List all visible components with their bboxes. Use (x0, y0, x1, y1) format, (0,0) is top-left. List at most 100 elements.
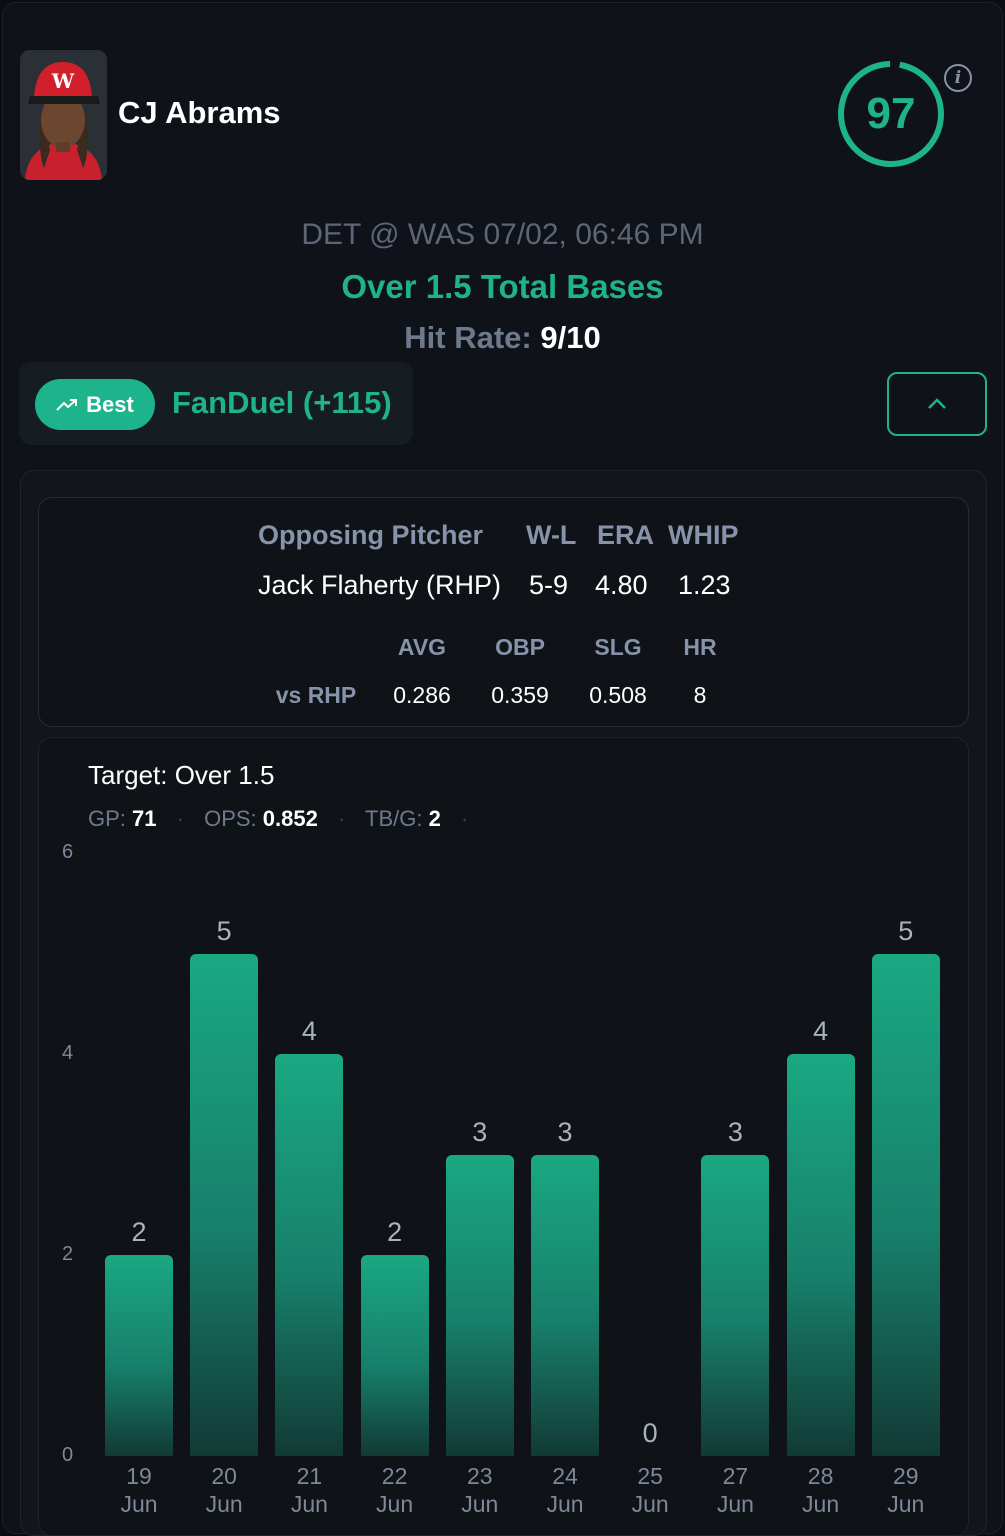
hit-rate-label: Hit Rate: (404, 320, 532, 355)
x-tick-label: 19 Jun (94, 1462, 184, 1518)
tbg-value: 2 (428, 806, 441, 831)
player-name: CJ Abrams (118, 95, 281, 130)
x-tick-month: Jun (802, 1491, 840, 1517)
bar-value-label: 3 (472, 1116, 488, 1147)
x-tick-day: 29 (893, 1463, 919, 1489)
pitcher-header-wl: W-L (526, 520, 577, 550)
split-header-hr: HR (683, 634, 717, 660)
x-tick-day: 20 (211, 1463, 237, 1489)
bar-value-label: 5 (216, 915, 232, 946)
collapse-button[interactable] (887, 372, 987, 436)
split-header-slg: SLG (594, 634, 642, 660)
bar[interactable] (190, 953, 259, 1456)
bar[interactable] (531, 1154, 599, 1456)
x-tick-month: Jun (461, 1491, 499, 1517)
y-tick-label: 4 (62, 1042, 74, 1064)
gp-value: 71 (132, 806, 157, 831)
x-tick-month: Jun (631, 1491, 669, 1517)
bar[interactable] (275, 1054, 344, 1456)
y-tick-label: 6 (62, 841, 74, 863)
x-tick-day: 24 (552, 1463, 578, 1489)
ops-label: OPS: (204, 806, 257, 831)
split-header-avg: AVG (397, 634, 447, 660)
x-tick-label: 21 Jun (264, 1462, 354, 1518)
pitcher-wl: 5-9 (529, 570, 569, 600)
x-tick-day: 21 (296, 1463, 323, 1489)
bar-value-label: 5 (898, 915, 914, 946)
svg-text:W: W (51, 69, 75, 93)
bar-value-label: 0 (642, 1418, 658, 1448)
bar-value-label: 4 (301, 1016, 317, 1046)
bar-value-label: 2 (387, 1217, 403, 1247)
game-matchup: DET @ WAS 07/02, 06:46 PM (301, 218, 704, 251)
x-tick-label: 24 Jun (520, 1462, 610, 1518)
pitcher-header-whip: WHIP (668, 520, 739, 550)
pitcher-matchup-box (38, 497, 969, 727)
pitcher-header-name: Opposing Pitcher (258, 520, 484, 550)
x-tick-label: 23 Jun (435, 1462, 525, 1518)
x-tick-month: Jun (887, 1491, 925, 1517)
best-badge: Best (35, 379, 155, 430)
pitcher-whip: 1.23 (678, 570, 731, 600)
bar[interactable] (871, 953, 940, 1456)
hit-rate-value: 9/10 (540, 320, 601, 355)
bar[interactable] (445, 1154, 514, 1456)
x-tick-label: 20 Jun (179, 1462, 269, 1518)
x-tick-month: Jun (120, 1491, 158, 1517)
x-tick-day: 23 (467, 1463, 493, 1489)
ops-value: 0.852 (262, 806, 318, 831)
summary-stats: GP: 71 · OPS: 0.852 · TB/G: 2 · (88, 806, 482, 832)
bar-value-label: 3 (557, 1116, 573, 1147)
separator-dot: · (460, 806, 469, 831)
x-tick-label: 27 Jun (690, 1462, 780, 1518)
trending-up-icon (56, 398, 78, 411)
tbg-label: TB/G: (365, 806, 423, 831)
score-ring (838, 60, 944, 167)
x-tick-month: Jun (205, 1491, 243, 1517)
prop-description: Over 1.5 Total Bases (341, 268, 664, 305)
confidence-score: 97 (866, 89, 916, 138)
x-tick-month: Jun (716, 1491, 754, 1517)
y-tick-label: 0 (62, 1444, 74, 1466)
x-tick-day: 25 (637, 1463, 663, 1489)
x-tick-month: Jun (546, 1491, 584, 1517)
x-tick-day: 19 (126, 1463, 152, 1489)
x-tick-day: 22 (381, 1463, 408, 1489)
separator-dot: · (337, 806, 346, 831)
split-header-obp: OBP (495, 634, 545, 660)
bar-value-label: 2 (131, 1217, 147, 1247)
bar[interactable] (360, 1255, 429, 1456)
split-hr: 8 (693, 682, 707, 708)
x-tick-month: Jun (290, 1491, 328, 1517)
gp-label: GP: (88, 806, 126, 831)
bar[interactable] (105, 1255, 173, 1456)
split-obp: 0.359 (491, 682, 549, 708)
pitcher-name: Jack Flaherty (RHP) (258, 570, 502, 600)
x-tick-day: 28 (807, 1463, 834, 1489)
x-tick-month: Jun (376, 1491, 414, 1517)
x-tick-day: 27 (722, 1463, 749, 1489)
best-badge-label: Best (86, 391, 134, 417)
x-tick-label: 29 Jun (861, 1462, 951, 1518)
sportsbook-name: FanDuel (+115) (172, 385, 392, 420)
bar-value-label: 3 (727, 1116, 743, 1147)
x-tick-label: 22 Jun (350, 1462, 440, 1518)
split-slg: 0.508 (589, 682, 647, 708)
player-photo: W (20, 50, 107, 180)
pitcher-header-era: ERA (597, 520, 655, 550)
chevron-up-icon (928, 398, 946, 409)
split-avg: 0.286 (393, 682, 451, 708)
player-avatar: W (20, 50, 107, 180)
split-label: vs RHP (275, 682, 357, 708)
bar-value-label: 4 (813, 1016, 829, 1046)
separator-dot: · (176, 806, 184, 831)
bar[interactable] (701, 1154, 770, 1456)
bar[interactable] (786, 1054, 855, 1456)
y-tick-label: 2 (62, 1243, 74, 1265)
hit-rate: Hit Rate: 9/10 (0, 320, 1005, 356)
target-title: Target: Over 1.5 (88, 760, 275, 790)
x-tick-label: 28 Jun (776, 1462, 866, 1518)
x-tick-label: 25 Jun (605, 1462, 695, 1518)
pitcher-era: 4.80 (595, 570, 648, 600)
info-icon[interactable]: i (944, 64, 972, 92)
